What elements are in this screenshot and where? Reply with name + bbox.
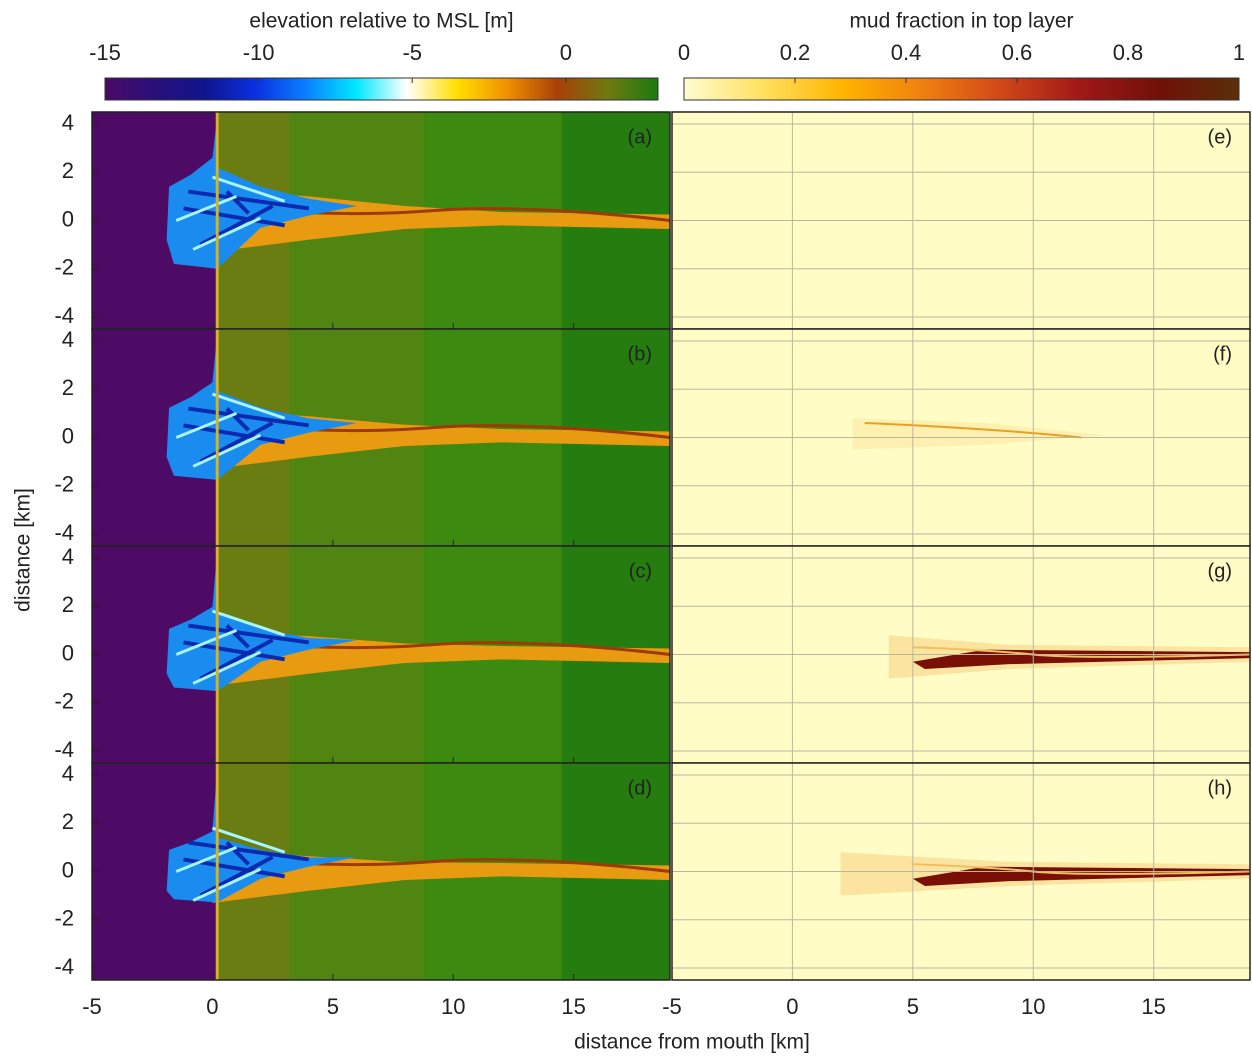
heatmap-field xyxy=(912,863,1250,875)
heatmap-field xyxy=(175,411,238,439)
y-tick-label: 4 xyxy=(62,761,74,786)
y-tick-label: -2 xyxy=(54,689,74,714)
panel-frame xyxy=(671,762,1251,981)
colorbar-title: mud fraction in top layer xyxy=(849,10,1073,33)
y-tick-label: 2 xyxy=(62,375,74,400)
heatmap-field xyxy=(175,628,238,656)
heatmap-field xyxy=(199,204,274,247)
colorbar xyxy=(104,77,659,101)
y-tick-label: -2 xyxy=(54,255,74,280)
x-tick-label: -5 xyxy=(82,994,102,1019)
heatmap-field xyxy=(199,421,274,464)
heatmap-field xyxy=(166,550,357,692)
y-tick-label: 2 xyxy=(62,158,74,183)
y-tick-label: 2 xyxy=(62,592,74,617)
colorbar xyxy=(683,77,1240,101)
heatmap-field xyxy=(211,392,286,420)
y-tick-label: 0 xyxy=(62,423,74,448)
colorbar-title: elevation relative to MSL [m] xyxy=(249,10,513,33)
heatmap-field xyxy=(192,216,262,251)
heatmap-field xyxy=(175,845,238,873)
x-tick-label: 0 xyxy=(786,994,798,1019)
y-tick-label: 2 xyxy=(62,809,74,834)
panel xyxy=(92,329,670,546)
x-tick-label: 5 xyxy=(907,994,919,1019)
colorbar-tick-label: -5 xyxy=(402,40,422,65)
panel-label: (g) xyxy=(1208,560,1232,582)
colorbar-tick-label: 0.6 xyxy=(1002,40,1033,65)
colorbar-tick-label: 0 xyxy=(560,40,572,65)
panel xyxy=(92,546,670,763)
heatmap-field xyxy=(188,840,310,862)
heatmap-field xyxy=(225,407,250,432)
panel xyxy=(92,763,670,980)
x-tick-label: 5 xyxy=(327,994,339,1019)
heatmap-field xyxy=(864,422,1082,439)
y-tick-label: -4 xyxy=(54,520,74,545)
y-tick-label: 4 xyxy=(62,544,74,569)
x-tick-label: 0 xyxy=(206,994,218,1019)
heatmap-field xyxy=(192,650,262,685)
x-tick-label: 10 xyxy=(441,994,465,1019)
heatmap-field xyxy=(166,333,357,480)
colorbar-tick-label: 1 xyxy=(1233,40,1245,65)
x-tick-label: -5 xyxy=(662,994,682,1019)
y-tick-label: 0 xyxy=(62,640,74,665)
panel-label: (d) xyxy=(628,777,652,799)
heatmap-field xyxy=(211,175,286,203)
heatmap-field xyxy=(188,623,310,645)
panel xyxy=(92,112,670,329)
colorbar-tick-label: 0.8 xyxy=(1113,40,1144,65)
panel-label: (c) xyxy=(629,560,652,582)
panel-label: (h) xyxy=(1208,777,1232,799)
heatmap-field xyxy=(912,646,1250,658)
panel-label: (e) xyxy=(1208,126,1232,148)
y-tick-label: -2 xyxy=(54,472,74,497)
heatmap-field xyxy=(199,638,274,681)
heatmap-field xyxy=(211,609,286,637)
y-tick-label: 4 xyxy=(62,110,74,135)
heatmap-field xyxy=(192,433,262,468)
y-tick-label: -4 xyxy=(54,737,74,762)
x-tick-label: 15 xyxy=(1141,994,1165,1019)
colorbar-tick-label: -10 xyxy=(243,40,275,65)
y-tick-label: 4 xyxy=(62,327,74,352)
y-tick-label: -4 xyxy=(54,954,74,979)
y-tick-label: 0 xyxy=(62,206,74,231)
panel-label: (a) xyxy=(628,126,652,148)
x-tick-label: 15 xyxy=(561,994,585,1019)
colorbar-tick-label: -15 xyxy=(89,40,121,65)
x-axis-label: distance from mouth [km] xyxy=(574,1031,810,1054)
y-tick-label: -4 xyxy=(54,303,74,328)
heatmap-field xyxy=(192,867,262,902)
heatmap-field xyxy=(211,826,286,854)
panel-label: (b) xyxy=(628,343,652,365)
y-axis-label: distance [km] xyxy=(12,488,35,612)
heatmap-field xyxy=(199,855,274,898)
colorbar-tick-label: 0.2 xyxy=(780,40,811,65)
panel-frame xyxy=(91,762,671,981)
heatmap-field xyxy=(188,406,310,428)
heatmap-field xyxy=(166,767,357,903)
colorbar-tick-label: 0 xyxy=(678,40,690,65)
y-tick-label: 0 xyxy=(62,857,74,882)
heatmap-field xyxy=(225,190,250,215)
panel-label: (f) xyxy=(1213,343,1232,365)
y-tick-label: -2 xyxy=(54,906,74,931)
heatmap-field xyxy=(225,841,250,866)
colorbar-tick-label: 0.4 xyxy=(891,40,922,65)
x-tick-label: 10 xyxy=(1021,994,1045,1019)
heatmap-field xyxy=(175,194,238,222)
heatmap-field xyxy=(188,189,310,211)
heatmap-field xyxy=(225,624,250,649)
